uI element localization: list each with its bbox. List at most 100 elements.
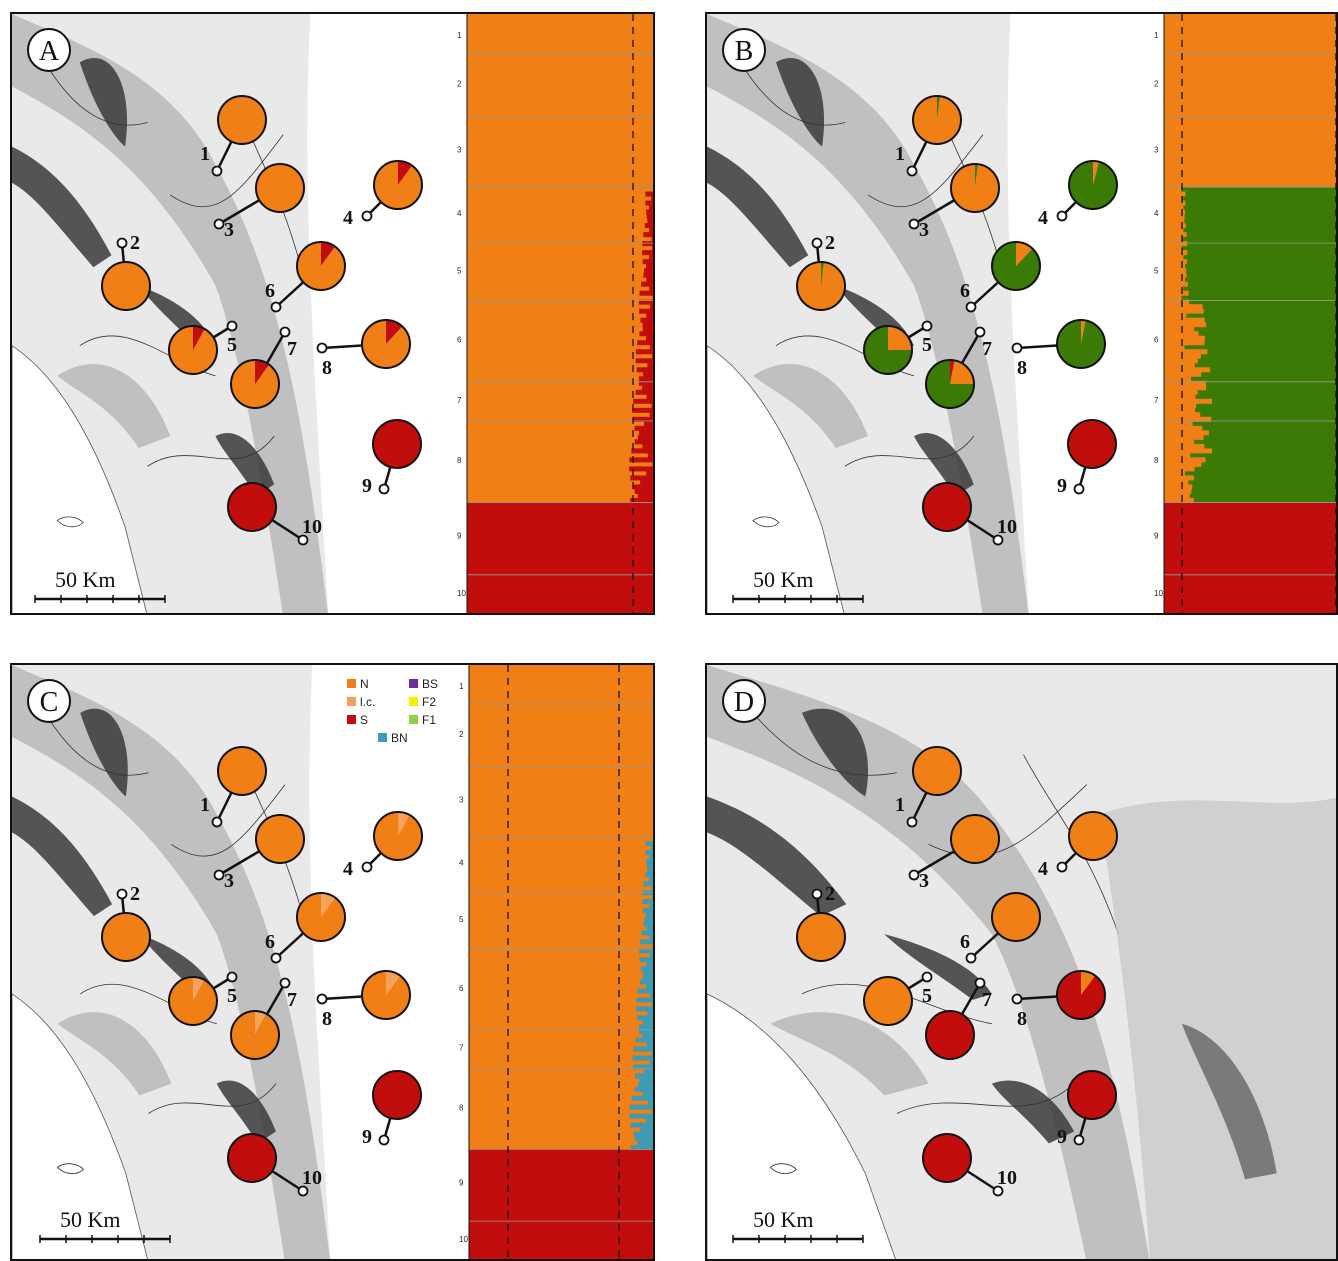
sample-site-1: 1 bbox=[200, 95, 267, 177]
panel-b: 1 2 3 4 5 6 7 8 9 10 1 2 3 4 5 6 7 8 9 10 50 Km B bbox=[705, 12, 1338, 615]
bar-accent bbox=[1179, 421, 1193, 427]
pie-slice bbox=[991, 892, 1041, 942]
bar-tick-label: 4 bbox=[459, 858, 464, 867]
bar-region-south bbox=[467, 502, 653, 613]
bar-tick-label: 1 bbox=[457, 31, 462, 40]
bar-accent bbox=[639, 1077, 653, 1083]
bar-accent bbox=[653, 187, 655, 192]
relief-map bbox=[707, 665, 1336, 1259]
site-number: 5 bbox=[227, 985, 237, 1007]
bar-accent bbox=[642, 1091, 653, 1097]
bar-accent bbox=[1179, 358, 1198, 364]
legend-item-BS: BS bbox=[409, 677, 438, 691]
bar-accent bbox=[646, 1118, 653, 1124]
bar-accent bbox=[638, 1082, 653, 1088]
bar-accent bbox=[1179, 191, 1186, 197]
bar-accent bbox=[642, 890, 653, 896]
bar-accent bbox=[1179, 466, 1195, 472]
legend-label: BN bbox=[391, 731, 408, 745]
sample-site-8: 8 bbox=[1011, 319, 1106, 379]
bar-accent bbox=[1179, 479, 1189, 485]
site-marker bbox=[211, 165, 223, 177]
bar-tick-label: 2 bbox=[1154, 79, 1159, 88]
bar-accent bbox=[1179, 241, 1188, 247]
pie-slice bbox=[1081, 320, 1086, 344]
bar-accent bbox=[644, 223, 653, 229]
site-marker bbox=[1073, 483, 1085, 495]
relief-mid-0 bbox=[707, 14, 1029, 613]
sample-site-10: 10 bbox=[922, 1133, 1017, 1197]
sample-site-7: 7 bbox=[230, 326, 297, 409]
bar-tick-label: 6 bbox=[457, 336, 462, 345]
pie-slice bbox=[231, 360, 280, 408]
legend-swatch bbox=[347, 697, 356, 706]
sample-site-3: 3 bbox=[213, 814, 305, 892]
bar-accent bbox=[635, 358, 653, 364]
bar-tick-label: 4 bbox=[457, 209, 462, 218]
bar-tick-label: 2 bbox=[457, 79, 462, 88]
pie-slice bbox=[101, 261, 151, 311]
scale-label: 50 Km bbox=[753, 1207, 814, 1232]
site-marker bbox=[270, 952, 282, 964]
legend-label: N bbox=[360, 677, 369, 691]
island bbox=[769, 1163, 797, 1174]
bar-accent bbox=[1179, 344, 1185, 350]
bar-accent bbox=[641, 930, 653, 936]
panel-label-a: A bbox=[27, 28, 71, 72]
panel-d-canvas: 1 2 3 4 5 6 7 8 9 10 50 Km D bbox=[707, 665, 1336, 1259]
bar-accent bbox=[642, 443, 653, 449]
legend-item-BN: BN bbox=[378, 731, 408, 745]
site-number: 8 bbox=[1017, 1008, 1027, 1030]
relief-mid-1 bbox=[57, 1012, 172, 1096]
panel-b-canvas: 1 2 3 4 5 6 7 8 9 10 1 2 3 4 5 6 7 8 9 10 50 Km B bbox=[707, 14, 1336, 613]
bar-accent bbox=[646, 912, 653, 918]
site-marker bbox=[361, 861, 373, 873]
relief-mid-0 bbox=[12, 14, 328, 613]
pie-outline bbox=[361, 970, 411, 1020]
sample-site-9: 9 bbox=[1057, 419, 1117, 497]
pie-slice bbox=[1068, 811, 1118, 861]
bar-accent bbox=[651, 196, 653, 202]
bar-accent bbox=[633, 1064, 653, 1070]
structure-barplot: 1 2 3 4 5 6 7 8 9 10 bbox=[459, 665, 653, 1259]
bar-accent bbox=[652, 1109, 653, 1115]
bar-accent bbox=[647, 867, 653, 873]
bar-accent bbox=[1179, 457, 1206, 463]
bar-accent bbox=[652, 461, 653, 467]
pie-outline bbox=[796, 261, 846, 311]
site-marker bbox=[965, 952, 977, 964]
bar-accent bbox=[632, 416, 653, 422]
bar-accent bbox=[635, 1006, 653, 1012]
bar-accent bbox=[634, 439, 653, 445]
legend-swatch bbox=[347, 715, 356, 724]
bar-accent bbox=[1179, 385, 1207, 391]
bar-accent bbox=[642, 241, 653, 247]
pie-outline bbox=[168, 976, 218, 1026]
bar-accent bbox=[1179, 389, 1198, 395]
bar-accent bbox=[1179, 412, 1201, 418]
bar-accent bbox=[1179, 443, 1205, 449]
bar-tick-label: 3 bbox=[457, 146, 462, 155]
bar-accent bbox=[642, 322, 653, 328]
sample-site-6: 6 bbox=[960, 892, 1041, 964]
panel-c-canvas: 1 2 3 4 5 6 7 8 9 10 1 2 3 4 5 6 7 8 9 10 Nl.c. S BN BS F2 F1 50 K… bbox=[12, 665, 653, 1259]
bar-tick-label: 8 bbox=[457, 456, 462, 465]
bar-accent bbox=[639, 957, 653, 963]
pie-outline bbox=[361, 319, 411, 369]
bar-accent bbox=[638, 380, 653, 386]
bar-accent bbox=[1179, 281, 1188, 287]
island bbox=[56, 516, 84, 528]
pie-slice bbox=[950, 814, 1000, 864]
bar-tick-label: 5 bbox=[457, 266, 462, 275]
scale-label: 50 Km bbox=[753, 567, 814, 592]
island bbox=[752, 516, 780, 528]
bar-accent bbox=[636, 1015, 653, 1021]
site-marker bbox=[279, 326, 291, 338]
bar-accent bbox=[649, 903, 653, 909]
east-ridge bbox=[1181, 1023, 1277, 1180]
sample-site-5: 5 bbox=[168, 320, 238, 375]
panel-label-circle bbox=[27, 679, 71, 723]
sample-site-6: 6 bbox=[265, 892, 346, 964]
bar-tick-label: 5 bbox=[459, 915, 464, 924]
